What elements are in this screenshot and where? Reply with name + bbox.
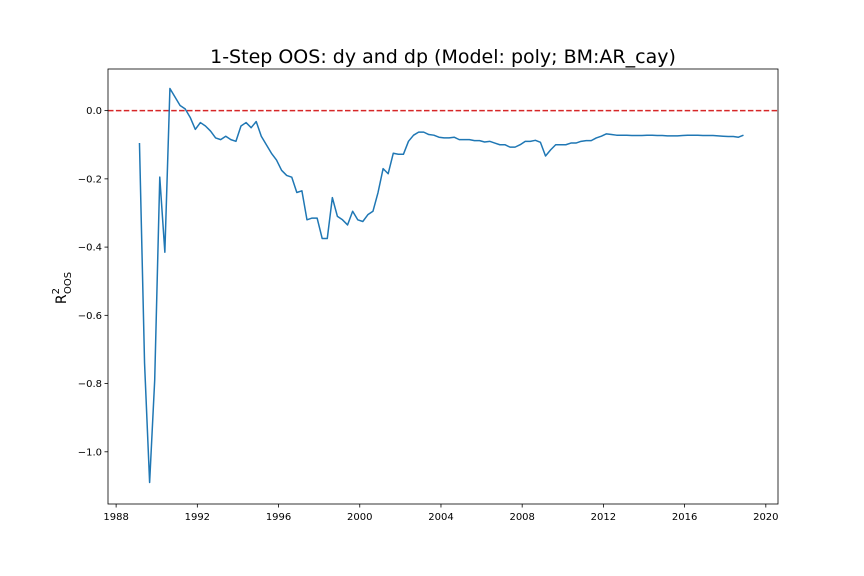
y-axis-label-base: R — [54, 294, 70, 304]
x-tick-label: 2008 — [509, 512, 534, 523]
x-tick-label: 2016 — [672, 512, 697, 523]
series-line — [138, 87, 744, 484]
y-axis-label: R2OOS — [51, 272, 74, 304]
x-tick-label: 2020 — [753, 512, 778, 523]
y-tick-label: −1.0 — [78, 447, 102, 458]
x-tick-label: 2004 — [428, 512, 453, 523]
x-tick-label: 1996 — [266, 512, 291, 523]
y-tick-label: −0.6 — [78, 311, 102, 322]
chart-title: 1-Step OOS: dy and dp (Model: poly; BM:A… — [210, 46, 676, 68]
x-tick-label: 2000 — [347, 512, 372, 523]
svg-text:R2OOS: R2OOS — [51, 272, 74, 304]
y-axis-label-superscript: 2 — [51, 288, 62, 294]
y-axis-label-subscript: OOS — [63, 272, 74, 294]
x-tick-label: 2012 — [591, 512, 616, 523]
y-tick-label: −0.4 — [78, 243, 102, 254]
axes-frame — [107, 68, 779, 505]
x-tick-label: 1992 — [185, 512, 210, 523]
y-tick-label: −0.2 — [78, 174, 102, 185]
y-tick-label: −0.8 — [78, 379, 102, 390]
y-tick-label: 0.0 — [86, 106, 102, 117]
axes: 1988 1992 1996 2000 2004 2008 2012 2016 2020 0.0 −… — [78, 68, 779, 523]
plot-area — [108, 87, 778, 484]
x-tick-label: 1988 — [103, 512, 128, 523]
